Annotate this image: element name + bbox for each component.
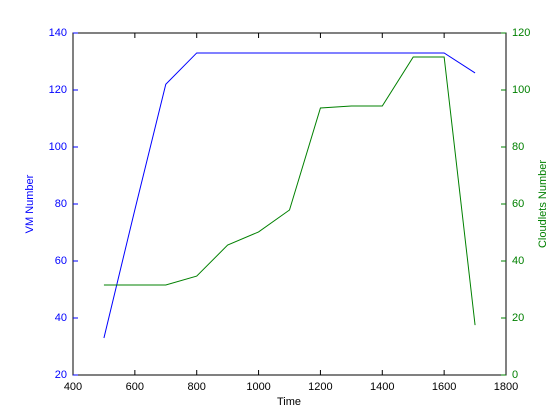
data-line: [103, 56, 476, 326]
x-tick-label: 400: [64, 381, 82, 393]
y2-tick-label: 0: [512, 369, 518, 381]
x-tick-label: 1600: [432, 381, 456, 393]
x-tick-label: 1400: [370, 381, 394, 393]
y2-tick-label: 20: [512, 312, 524, 324]
x-tick-label: 600: [126, 381, 144, 393]
y2-tick-label: 80: [512, 141, 524, 153]
y-tick-label: 80: [55, 198, 67, 210]
x-tick-label: 1000: [246, 381, 270, 393]
y-tick-label: 120: [49, 84, 67, 96]
y-tick-label: 140: [49, 27, 67, 39]
y-axis-label: VM Number: [24, 174, 36, 233]
y2-tick-label: 120: [512, 27, 530, 39]
y2-tick-label: 60: [512, 198, 524, 210]
y-tick-label: 100: [49, 141, 67, 153]
y2-tick-label: 100: [512, 84, 530, 96]
x-tick-label: 800: [188, 381, 206, 393]
y2-tick-label: 40: [512, 255, 524, 267]
y-tick-label: 60: [55, 255, 67, 267]
x-tick-label: 1200: [308, 381, 332, 393]
y-tick-label: 40: [55, 312, 67, 324]
x-tick-label: 1800: [494, 381, 518, 393]
x-axis-label: Time: [277, 396, 301, 408]
y2-axis-label: Cloudlets Number: [537, 160, 549, 248]
y-tick-label: 20: [55, 369, 67, 381]
data-line: [103, 52, 476, 339]
